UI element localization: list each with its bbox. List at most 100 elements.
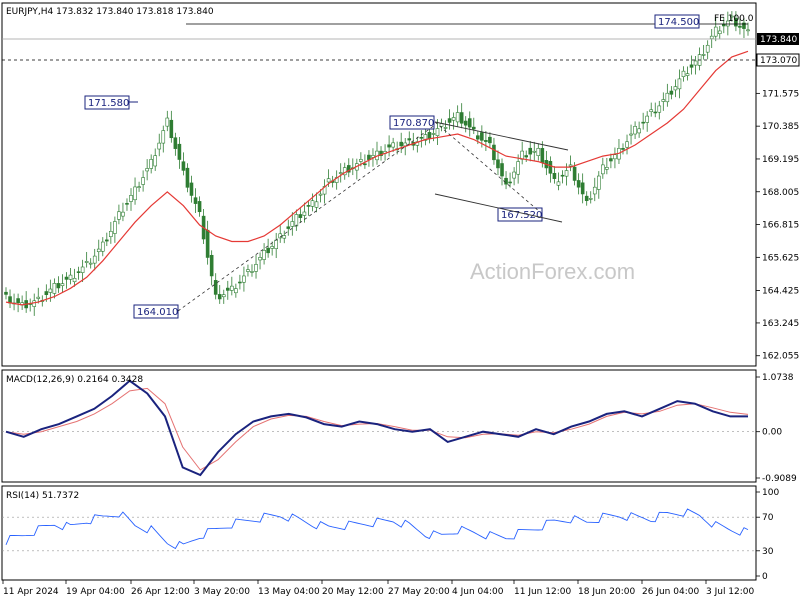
candle-body — [532, 150, 537, 153]
rsi-line — [5, 508, 749, 550]
candle-body — [423, 134, 428, 141]
candle-body — [230, 285, 234, 291]
candle-body — [726, 20, 730, 27]
candle-body — [221, 294, 226, 298]
candle-body — [516, 161, 520, 175]
candle-body — [496, 159, 500, 169]
candle-body — [100, 241, 105, 252]
candle-body — [338, 172, 343, 174]
annotation-164010: 164.010 — [137, 307, 178, 318]
annotation-box-164010 — [133, 304, 179, 319]
candle-body — [371, 155, 375, 158]
ma-price-tag — [756, 53, 800, 67]
candle-body — [588, 198, 593, 200]
annotation-174500: 174.500 — [658, 17, 699, 28]
candle-body — [181, 161, 186, 171]
candle-body — [68, 274, 73, 280]
candle-body — [314, 201, 319, 208]
rsi-ytick-label: 70 — [762, 513, 774, 523]
candle-body — [467, 118, 472, 128]
rsi-ytick-label: 30 — [762, 547, 774, 557]
candle-body — [359, 159, 363, 162]
xtick-label: 18 Jun 20:00 — [578, 587, 635, 597]
candle-body — [189, 182, 194, 196]
candle-body — [701, 54, 706, 56]
candle-body — [205, 229, 210, 258]
candle-body — [435, 128, 440, 136]
candle-body — [584, 195, 589, 202]
candle-body — [548, 160, 553, 174]
candle-body — [137, 186, 141, 188]
candle-body — [177, 143, 182, 160]
macd-ytick-label: -0.9089 — [762, 474, 797, 484]
candle-body — [274, 239, 278, 249]
candle-body — [310, 200, 315, 207]
candle-body — [722, 24, 726, 27]
candle-body — [16, 298, 20, 304]
candle-body — [568, 164, 573, 167]
candle-body — [209, 254, 214, 277]
candle-body — [645, 115, 649, 123]
candle-body — [133, 186, 137, 201]
candle-body — [193, 197, 198, 204]
candle-body — [105, 239, 109, 242]
symbol-header: EURJPY,H4 173.832 173.840 173.818 173.84… — [6, 7, 214, 17]
candle-body — [88, 262, 93, 265]
xtick-label: 27 May 20:00 — [388, 587, 450, 597]
candle-body — [36, 296, 41, 299]
candle-body — [528, 147, 533, 155]
candle-body — [677, 78, 682, 90]
candle-body — [451, 117, 456, 121]
candle-body — [367, 154, 371, 160]
candle-body — [92, 255, 97, 264]
candle-body — [605, 167, 609, 170]
candle-body — [157, 142, 162, 150]
candle-body — [746, 29, 750, 32]
candle-body — [657, 105, 662, 113]
candle-body — [742, 22, 746, 29]
candle-body — [399, 141, 403, 147]
macd-panel-frame — [1, 369, 757, 483]
xtick-label: 3 May 20:00 — [194, 587, 250, 597]
candle-body — [250, 271, 254, 273]
candle-body — [125, 203, 129, 205]
candle-body — [161, 130, 166, 144]
candle-body — [427, 132, 432, 139]
candle-body — [258, 257, 262, 261]
candle-body — [621, 148, 625, 150]
candle-body — [488, 136, 492, 144]
candle-body — [346, 165, 351, 173]
candle-body — [476, 135, 480, 140]
candle-body — [363, 163, 367, 166]
candle-body — [572, 166, 577, 181]
candle-body — [84, 261, 89, 263]
candle-body — [72, 277, 77, 283]
candle-body — [734, 17, 738, 27]
xtick-label: 13 May 04:00 — [258, 587, 320, 597]
candle-body — [443, 127, 448, 129]
candle-body — [504, 177, 508, 185]
xtick-label: 20 May 12:00 — [322, 587, 384, 597]
xtick-label: 4 Jun 04:00 — [452, 587, 504, 597]
candle-body — [246, 269, 250, 272]
candle-body — [492, 144, 496, 161]
candle-body — [153, 155, 158, 167]
candle-body — [512, 171, 516, 179]
price-ytick-label: 163.245 — [762, 319, 799, 329]
candle-body — [262, 250, 266, 260]
candle-body — [693, 60, 698, 66]
candle-body — [64, 276, 69, 280]
price-ytick-label: 169.195 — [762, 155, 799, 165]
annotation-170870: 170.870 — [393, 118, 434, 129]
candle-body — [641, 121, 645, 124]
moving-average-line — [5, 50, 749, 306]
candle-body — [379, 150, 383, 156]
candle-body — [705, 44, 710, 53]
candle-body — [471, 126, 476, 130]
candle-body — [601, 164, 605, 175]
candle-body — [121, 211, 125, 217]
candle-body — [552, 172, 557, 179]
candle-body — [294, 214, 299, 227]
annotation-box-167520 — [497, 207, 543, 222]
candle-body — [556, 181, 561, 186]
